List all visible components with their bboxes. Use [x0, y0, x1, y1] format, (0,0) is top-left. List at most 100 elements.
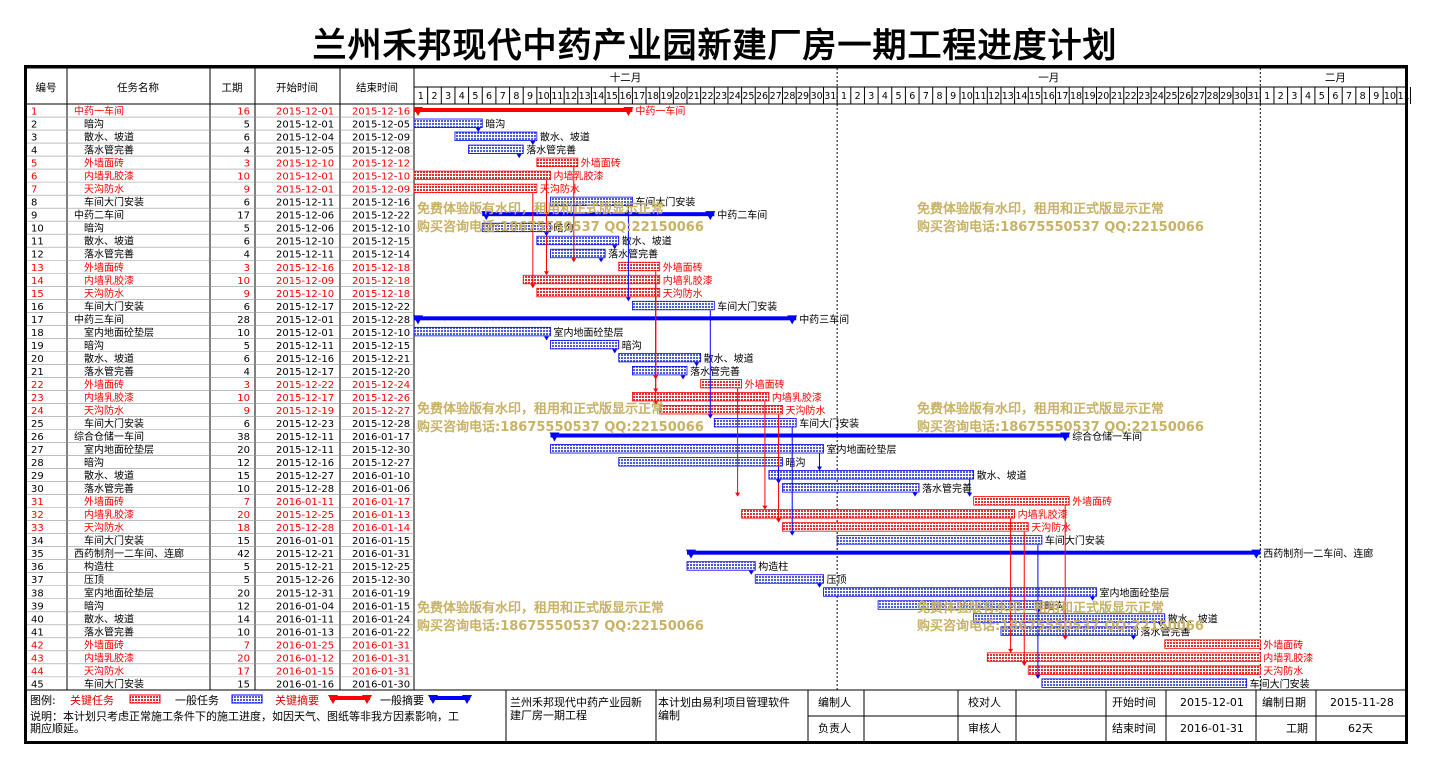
bar-label: 天沟防水 [663, 287, 703, 300]
dependency-arrowhead [1035, 674, 1041, 679]
day-label: 2 [1278, 91, 1284, 102]
day-label: 27 [1193, 91, 1205, 102]
day-label: 19 [1084, 91, 1096, 102]
task-end: 2015-12-10 [352, 224, 410, 235]
day-label: 15 [606, 91, 618, 102]
task-duration: 42 [237, 549, 250, 560]
task-duration: 4 [244, 146, 250, 157]
watermark-line-1: 免费体验版有水印，租用和正式版显示正常 [417, 600, 664, 616]
task-bar [550, 196, 633, 207]
task-bar [973, 496, 1070, 506]
task-start: 2015-12-11 [276, 341, 334, 352]
task-duration: 7 [244, 497, 250, 508]
task-bar [1164, 639, 1261, 649]
task-end: 2016-01-19 [352, 588, 410, 599]
day-label: 10 [538, 91, 550, 102]
task-start: 2015-12-10 [276, 159, 334, 170]
task-name: 车间大门安装 [84, 300, 144, 313]
task-bar [1041, 678, 1248, 688]
bar-label: 车间大门安装 [635, 196, 695, 209]
task-name: 室内地面砼垫层 [84, 326, 154, 339]
task-start: 2015-12-06 [276, 224, 334, 235]
day-label: 26 [1179, 91, 1191, 102]
task-name: 内墙乳胶漆 [84, 391, 134, 404]
task-bar [1000, 626, 1138, 636]
task-start: 2015-12-05 [276, 146, 334, 157]
watermark-line-2: 购买咨询电话:18675550537 QQ:22150066 [917, 219, 1204, 235]
task-name: 外墙面砖 [84, 157, 124, 170]
task-duration: 9 [244, 406, 250, 417]
day-label: 20 [1097, 91, 1109, 102]
task-bar [413, 326, 551, 337]
task-start: 2016-01-04 [276, 601, 334, 612]
task-start: 2015-12-21 [276, 562, 334, 573]
task-name: 内墙乳胶漆 [84, 651, 134, 664]
task-start: 2016-01-11 [276, 497, 334, 508]
task-end: 2016-01-14 [352, 523, 410, 534]
summary-start-marker [549, 432, 560, 442]
gantt-frame [24, 65, 1408, 744]
summary-bar [482, 212, 715, 217]
task-bar [823, 587, 1097, 597]
task-bar [413, 183, 538, 194]
task-name: 构造柱 [84, 560, 114, 573]
watermark-line-1: 免费体验版有水印，租用和正式版显示正常 [917, 600, 1164, 616]
task-id: 35 [31, 549, 44, 560]
note-line-1: 说明：本计划只考虑正常施工条件下的施工进度，如因天气、图纸等非我方因素影响，工 [30, 710, 459, 723]
dependency-arrowhead [817, 583, 822, 588]
task-start: 2015-12-01 [276, 315, 334, 326]
dependency-arrowhead [817, 466, 822, 471]
task-duration: 5 [244, 120, 250, 131]
task-start: 2015-12-16 [276, 354, 334, 365]
task-end: 2015-12-16 [352, 107, 410, 118]
task-id: 41 [31, 627, 44, 638]
dependency-arrowhead [612, 349, 618, 354]
task-end: 2015-12-18 [352, 289, 410, 300]
task-end: 2015-12-21 [352, 354, 410, 365]
task-id: 3 [31, 133, 37, 144]
day-label: 5 [1319, 91, 1325, 102]
task-start: 2016-01-13 [276, 627, 334, 638]
dependency-arrowhead [598, 258, 604, 263]
bar-label: 暗沟 [622, 339, 642, 352]
day-label: 13 [579, 91, 591, 102]
task-bar [877, 600, 1043, 610]
day-label: 25 [1166, 91, 1178, 102]
watermark-line-2: 购买咨询电话:18675550537 QQ:22150066 [417, 419, 704, 435]
day-label: 1 [418, 91, 424, 102]
task-id: 28 [31, 458, 44, 469]
task-bar [768, 470, 975, 480]
task-bar [481, 222, 551, 233]
task-id: 17 [31, 315, 44, 326]
day-label: 4 [1305, 91, 1311, 102]
task-name: 散水、坡道 [84, 469, 134, 482]
task-bar [550, 444, 824, 454]
task-id: 30 [31, 484, 44, 495]
legend-normal-summary-label: 一般摘要 [380, 694, 424, 707]
footer-panel: 图例: 关键任务 一般任务 关键摘要 一般摘要 说明：本计划只考虑正常施工条件下… [0, 690, 1430, 746]
task-start: 2015-12-16 [276, 263, 334, 274]
task-name: 中药三车间 [74, 313, 124, 326]
dependency-arrowhead [789, 531, 795, 536]
note-line-2: 期应顺延。 [30, 722, 85, 735]
day-label: 2 [431, 91, 437, 102]
task-duration: 17 [237, 211, 250, 222]
task-start: 2016-01-25 [276, 640, 334, 651]
task-name: 天沟防水 [84, 287, 124, 300]
task-name: 室内地面砼垫层 [84, 443, 154, 456]
day-label: 15 [1029, 91, 1041, 102]
task-id: 37 [31, 575, 44, 586]
task-duration: 10 [237, 484, 250, 495]
task-end: 2015-12-09 [352, 133, 410, 144]
task-start: 2015-12-25 [276, 510, 334, 521]
task-name: 外墙面砖 [84, 378, 124, 391]
bar-label: 落水管完善 [690, 365, 740, 378]
task-name: 综合仓储一车间 [74, 430, 144, 443]
task-bar [632, 365, 688, 376]
header-id: 编号 [36, 81, 57, 94]
task-start: 2016-01-16 [276, 679, 334, 690]
bar-label: 车间大门安装 [1250, 677, 1310, 690]
task-start: 2015-12-11 [276, 445, 334, 456]
task-duration: 20 [237, 510, 250, 521]
